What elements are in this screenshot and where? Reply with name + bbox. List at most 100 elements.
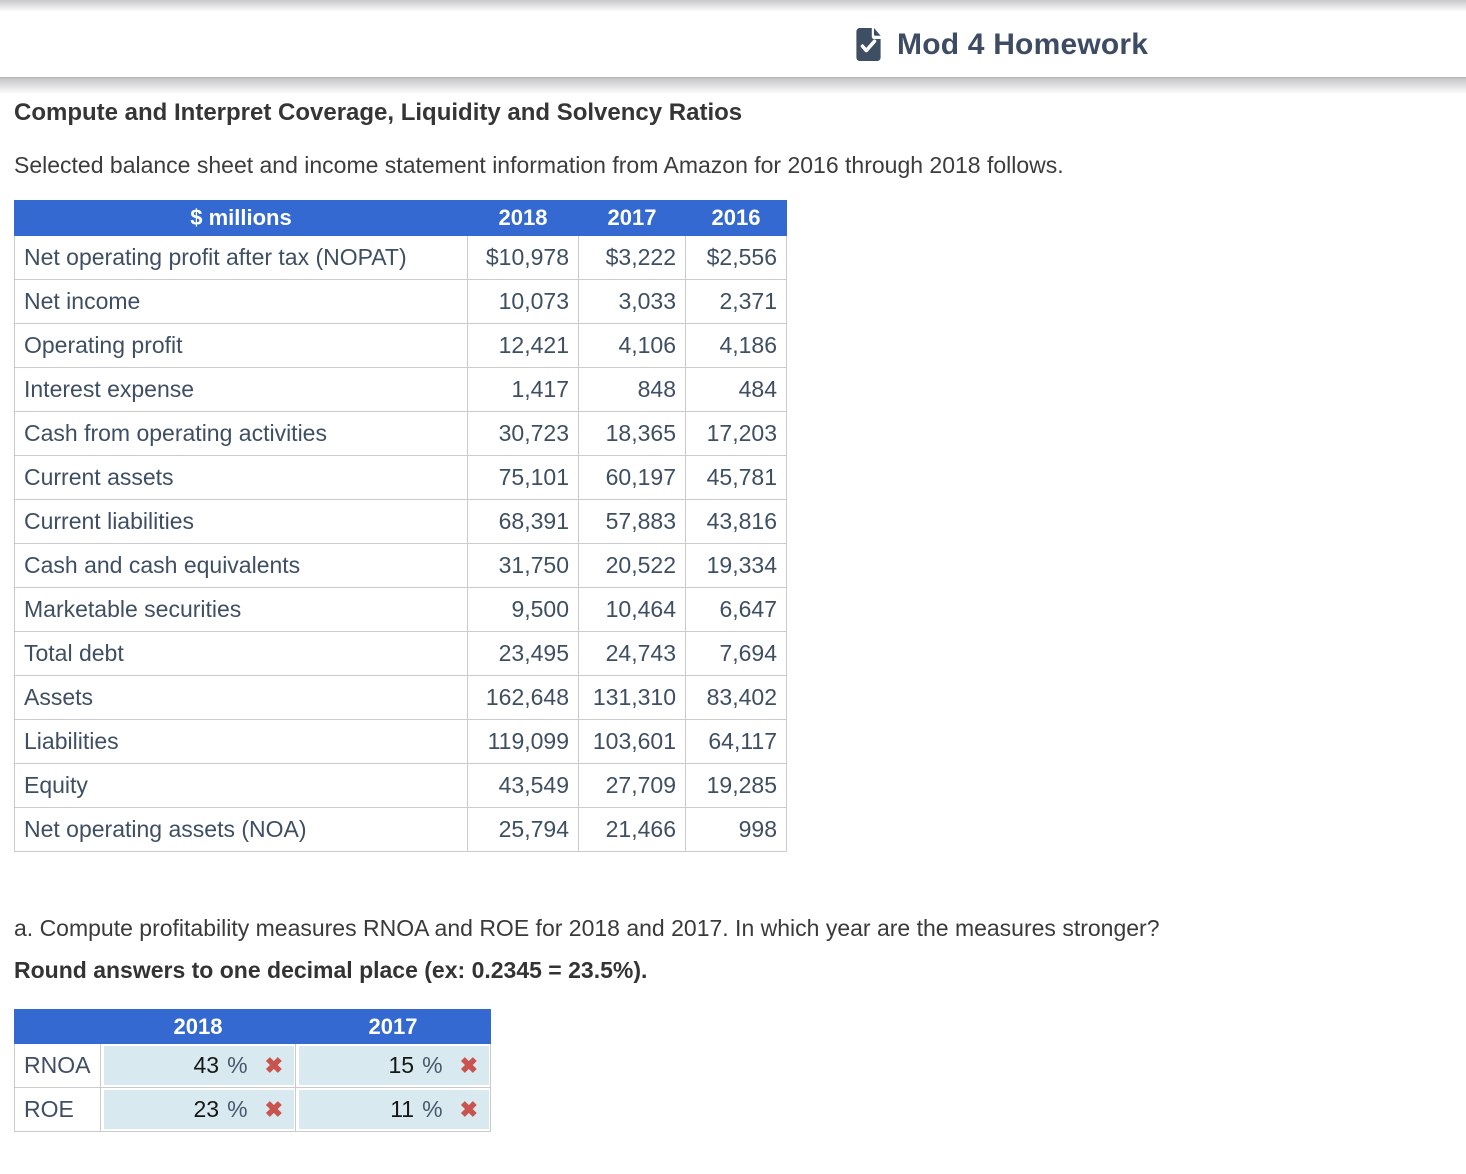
value-cell-2017: 4,106 — [578, 323, 686, 368]
answer-value: 15 — [388, 1052, 415, 1078]
answer-header-2017: 2017 — [295, 1009, 491, 1044]
table-row: RNOA 43% ✖ 15% ✖ — [14, 1043, 491, 1088]
answer-input[interactable]: 11% ✖ — [299, 1090, 489, 1129]
value-cell-2017: 131,310 — [578, 675, 686, 720]
answer-input[interactable]: 15% ✖ — [299, 1046, 489, 1085]
value-cell-2016: 6,647 — [685, 587, 787, 632]
value-cell-2018: 68,391 — [467, 499, 579, 544]
value-cell-2017: 60,197 — [578, 455, 686, 500]
table-row: Operating profit 12,421 4,106 4,186 — [14, 323, 787, 368]
table-row: Cash and cash equivalents 31,750 20,522 19,… — [14, 543, 787, 588]
table-row: Net operating assets (NOA) 25,794 21,466 99… — [14, 807, 787, 852]
row-label-cell: Net operating profit after tax (NOPAT) — [14, 235, 468, 280]
answer-value: 11 — [390, 1096, 415, 1122]
financial-table-body: Net operating profit after tax (NOPAT) $1… — [14, 235, 787, 852]
row-label-cell: Marketable securities — [14, 587, 468, 632]
incorrect-icon: ✖ — [459, 1096, 478, 1122]
table-row: Net operating profit after tax (NOPAT) $1… — [14, 235, 787, 280]
value-cell-2016: 19,285 — [685, 763, 787, 808]
page-top-shadow — [0, 0, 1466, 12]
table-row: Cash from operating activities 30,723 18,3… — [14, 411, 787, 456]
column-header-2016: 2016 — [685, 200, 787, 236]
percent-suffix: % — [422, 1052, 443, 1078]
row-label-cell: Assets — [14, 675, 468, 720]
value-cell-2016: 484 — [685, 367, 787, 412]
value-cell-2018: 23,495 — [467, 631, 579, 676]
value-cell-2017: 10,464 — [578, 587, 686, 632]
value-cell-2017: 848 — [578, 367, 686, 412]
value-cell-2018: 10,073 — [467, 279, 579, 324]
value-cell-2018: $10,978 — [467, 235, 579, 280]
incorrect-icon: ✖ — [459, 1052, 478, 1078]
table-row: Marketable securities 9,500 10,464 6,647 — [14, 587, 787, 632]
value-cell-2016: 19,334 — [685, 543, 787, 588]
row-label-cell: Net operating assets (NOA) — [14, 807, 468, 852]
row-label-cell: Operating profit — [14, 323, 468, 368]
answer-value: 43 — [193, 1052, 220, 1078]
value-cell-2016: 83,402 — [685, 675, 787, 720]
header-title-group: Mod 4 Homework — [855, 28, 1148, 62]
question-a-instruction: Round answers to one decimal place (ex: … — [14, 957, 648, 983]
file-check-icon — [855, 28, 882, 61]
exercise-heading: Compute and Interpret Coverage, Liquidit… — [14, 99, 743, 126]
answer-cell: 15% ✖ — [295, 1043, 491, 1088]
value-cell-2018: 12,421 — [467, 323, 579, 368]
value-cell-2016: 998 — [685, 807, 787, 852]
row-label-cell: Current liabilities — [14, 499, 468, 544]
answer-row-label: ROE — [14, 1087, 101, 1132]
value-cell-2016: 7,694 — [685, 631, 787, 676]
percent-suffix: % — [422, 1096, 443, 1122]
value-cell-2016: 43,816 — [685, 499, 787, 544]
financial-data-table: $ millions 2018 2017 2016 Net operating … — [14, 200, 787, 852]
header-drop-shadow — [0, 78, 1466, 94]
answer-header-row: 2018 2017 — [14, 1009, 491, 1044]
table-row: Equity 43,549 27,709 19,285 — [14, 763, 787, 808]
value-cell-2017: 57,883 — [578, 499, 686, 544]
main-content: Compute and Interpret Coverage, Liquidit… — [0, 99, 1466, 1132]
value-cell-2016: 64,117 — [685, 719, 787, 764]
answer-cell: 11% ✖ — [295, 1087, 491, 1132]
answer-cell: 23% ✖ — [100, 1087, 296, 1132]
page-title: Mod 4 Homework — [897, 27, 1149, 61]
percent-suffix: % — [227, 1096, 248, 1122]
incorrect-icon: ✖ — [264, 1052, 283, 1078]
row-label-cell: Total debt — [14, 631, 468, 676]
value-cell-2017: 27,709 — [578, 763, 686, 808]
answer-row-label: RNOA — [14, 1043, 101, 1088]
answer-input[interactable]: 43% ✖ — [104, 1046, 294, 1085]
intro-text: Selected balance sheet and income statem… — [14, 152, 1064, 178]
value-cell-2017: 24,743 — [578, 631, 686, 676]
value-cell-2018: 9,500 — [467, 587, 579, 632]
row-label-cell: Equity — [14, 763, 468, 808]
answer-input[interactable]: 23% ✖ — [104, 1090, 294, 1129]
answer-header-empty — [14, 1009, 101, 1044]
row-label-cell: Current assets — [14, 455, 468, 500]
table-row: Current liabilities 68,391 57,883 43,816 — [14, 499, 787, 544]
column-header-2018: 2018 — [467, 200, 579, 236]
value-cell-2016: 4,186 — [685, 323, 787, 368]
table-row: ROE 23% ✖ 11% ✖ — [14, 1087, 491, 1132]
value-cell-2016: $2,556 — [685, 235, 787, 280]
answer-value: 23 — [193, 1096, 220, 1122]
value-cell-2018: 162,648 — [467, 675, 579, 720]
answer-table-body: RNOA 43% ✖ 15% ✖ ROE 23% ✖ 11% ✖ — [14, 1043, 491, 1132]
column-header-2017: 2017 — [578, 200, 686, 236]
table-header-row: $ millions 2018 2017 2016 — [14, 200, 787, 236]
table-row: Current assets 75,101 60,197 45,781 — [14, 455, 787, 500]
value-cell-2018: 43,549 — [467, 763, 579, 808]
value-cell-2017: 103,601 — [578, 719, 686, 764]
value-cell-2018: 30,723 — [467, 411, 579, 456]
value-cell-2018: 119,099 — [467, 719, 579, 764]
percent-suffix: % — [227, 1052, 248, 1078]
column-header-millions: $ millions — [14, 200, 468, 236]
value-cell-2017: 21,466 — [578, 807, 686, 852]
answer-cell: 43% ✖ — [100, 1043, 296, 1088]
app-header: Mod 4 Homework — [0, 12, 1466, 78]
value-cell-2017: 18,365 — [578, 411, 686, 456]
row-label-cell: Liabilities — [14, 719, 468, 764]
table-row: Assets 162,648 131,310 83,402 — [14, 675, 787, 720]
row-label-cell: Cash from operating activities — [14, 411, 468, 456]
value-cell-2018: 25,794 — [467, 807, 579, 852]
row-label-cell: Net income — [14, 279, 468, 324]
value-cell-2017: 20,522 — [578, 543, 686, 588]
